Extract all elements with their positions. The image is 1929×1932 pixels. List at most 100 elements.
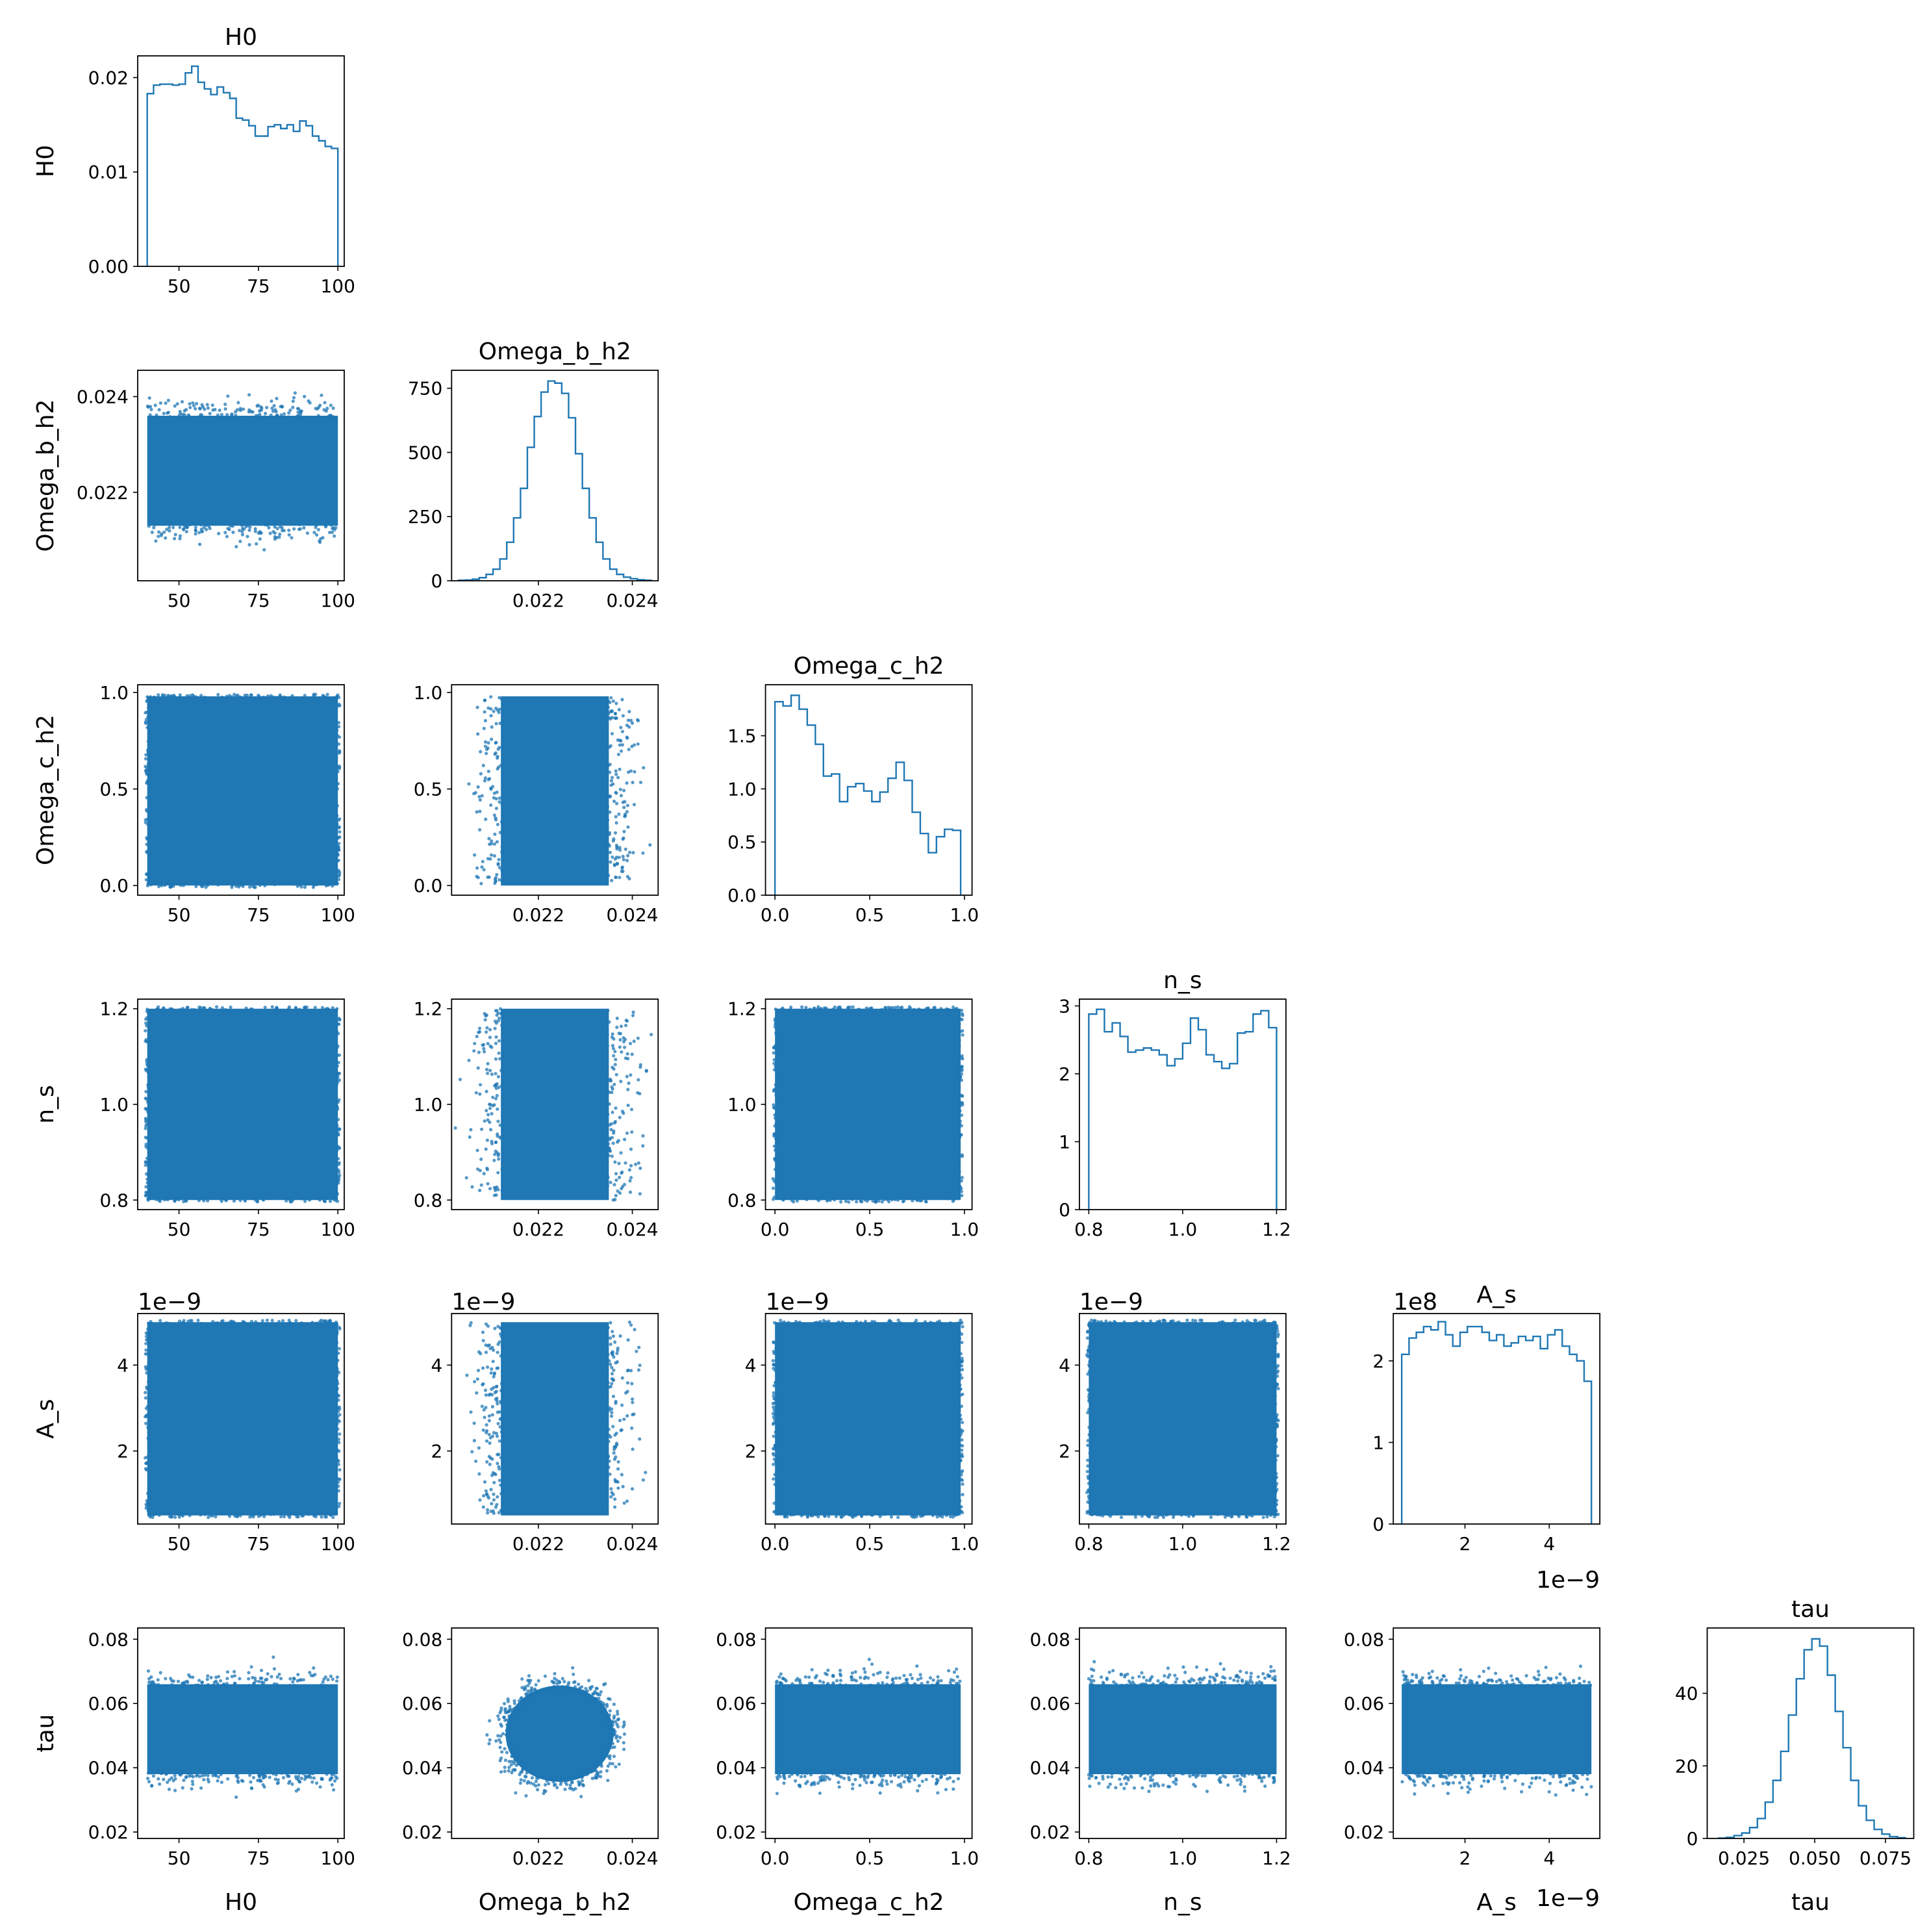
scatter-Omega_c_h2-vs-tau-point bbox=[870, 1662, 874, 1666]
scatter-Omega_b_h2-vs-n_s-point bbox=[607, 1146, 611, 1150]
scatter-Omega_c_h2-vs-A_s-point bbox=[959, 1509, 963, 1513]
scatter-Omega_c_h2-vs-n_s-point bbox=[893, 1006, 897, 1010]
scatter-Omega_c_h2-vs-n_s-point bbox=[900, 1006, 904, 1010]
scatter-H0-vs-Omega_b_h2-point bbox=[194, 529, 198, 533]
scatter-H0-vs-A_s-point bbox=[157, 1513, 161, 1517]
scatter-Omega_b_h2-vs-n_s-point bbox=[458, 1078, 462, 1082]
scatter-A_s-vs-tau-point bbox=[1554, 1675, 1559, 1680]
scatter-Omega_b_h2-vs-n_s-point bbox=[485, 1030, 488, 1034]
scatter-Omega_c_h2-vs-n_s-point bbox=[957, 1022, 961, 1026]
scatter-H0-vs-n_s-point bbox=[336, 1175, 340, 1178]
scatter-H0-vs-A_s-point bbox=[336, 1484, 340, 1488]
scatter-Omega_b_h2-vs-tau-point bbox=[580, 1779, 585, 1783]
scatter-Omega_b_h2-vs-n_s-point bbox=[488, 1106, 492, 1110]
scatter-Omega_b_h2-vs-n_s-point bbox=[610, 1091, 614, 1095]
scatter-Omega_b_h2-vs-tau-point bbox=[578, 1773, 582, 1777]
scatter-H0-vs-Omega_b_h2-point bbox=[210, 403, 214, 407]
scatter-Omega_c_h2-vs-tau-point bbox=[885, 1779, 889, 1783]
scatter-Omega_b_h2-vs-tau-point bbox=[607, 1740, 611, 1744]
scatter-A_s-vs-tau-point bbox=[1412, 1779, 1417, 1784]
scatter-H0-vs-Omega_b_h2-point bbox=[316, 407, 320, 411]
scatter-Omega_c_h2-vs-n_s-point bbox=[774, 1007, 777, 1011]
scatter-Omega_b_h2-vs-A_s-point bbox=[487, 1455, 492, 1458]
scatter-H0-vs-Omega_b_h2-point bbox=[293, 391, 297, 395]
hist-H0-frame bbox=[137, 55, 345, 267]
scatter-Omega_b_h2-vs-tau-point bbox=[512, 1759, 516, 1763]
scatter-Omega_b_h2-vs-tau-point bbox=[516, 1762, 520, 1766]
scatter-A_s-vs-tau-point bbox=[1429, 1675, 1433, 1679]
scatter-Omega_c_h2-vs-A_s-point bbox=[960, 1356, 964, 1360]
scatter-A_s-vs-tau-point bbox=[1564, 1783, 1568, 1787]
scatter-H0-vs-tau-point bbox=[331, 1677, 334, 1681]
scatter-Omega_b_h2-vs-n_s-point bbox=[614, 1106, 618, 1110]
scatter-Omega_b_h2-vs-A_s-point bbox=[605, 1490, 609, 1494]
scatter-H0-vs-Omega_b_h2-point bbox=[145, 404, 149, 409]
scatter-n_s-vs-A_s-point bbox=[1086, 1464, 1090, 1468]
scatter-H0-vs-Omega_c_h2-point bbox=[144, 765, 147, 769]
scatter-H0-vs-Omega_c_h2-ytick-label: 0.0 bbox=[99, 875, 129, 896]
scatter-n_s-vs-tau-point bbox=[1218, 1776, 1222, 1780]
scatter-H0-vs-n_s-point bbox=[181, 1006, 185, 1011]
scatter-n_s-vs-A_s-point bbox=[1096, 1513, 1100, 1517]
scatter-H0-vs-Omega_c_h2-point bbox=[144, 820, 147, 824]
scatter-n_s-vs-tau-point bbox=[1208, 1675, 1212, 1679]
scatter-Omega_b_h2-vs-tau-point bbox=[512, 1768, 517, 1772]
scatter-H0-vs-Omega_c_h2-point bbox=[273, 882, 277, 887]
scatter-Omega_b_h2-vs-Omega_c_h2-point bbox=[483, 698, 487, 702]
scatter-Omega_b_h2-vs-tau-point bbox=[622, 1720, 626, 1724]
scatter-A_s-vs-tau-point bbox=[1558, 1772, 1563, 1775]
scatter-n_s-vs-A_s-point bbox=[1153, 1516, 1157, 1519]
scatter-H0-vs-Omega_b_h2-point bbox=[178, 537, 182, 540]
scatter-Omega_b_h2-vs-tau-point bbox=[496, 1734, 500, 1738]
scatter-A_s-vs-tau-point bbox=[1564, 1681, 1568, 1685]
scatter-Omega_c_h2-vs-n_s-xtick-label: 0.5 bbox=[855, 1219, 885, 1240]
scatter-H0-vs-n_s-point bbox=[144, 1089, 148, 1093]
scatter-A_s-vs-tau-point bbox=[1530, 1684, 1534, 1688]
scatter-H0-vs-Omega_b_h2-point bbox=[238, 529, 242, 533]
scatter-A_s-vs-tau-point bbox=[1438, 1679, 1442, 1683]
scatter-Omega_c_h2-vs-n_s-point bbox=[818, 1008, 822, 1011]
scatter-Omega_c_h2-vs-A_s-point bbox=[931, 1514, 935, 1518]
scatter-H0-vs-tau-point bbox=[170, 1683, 174, 1687]
scatter-Omega_b_h2-vs-Omega_c_h2-point bbox=[480, 865, 484, 869]
scatter-Omega_b_h2-vs-Omega_c_h2-point bbox=[489, 695, 493, 699]
scatter-Omega_b_h2-vs-Omega_c_h2-point bbox=[483, 744, 488, 748]
scatter-Omega_b_h2-vs-A_s-point bbox=[494, 1397, 498, 1401]
scatter-n_s-vs-tau-point bbox=[1194, 1665, 1199, 1669]
scatter-Omega_b_h2-vs-n_s-point bbox=[636, 1036, 640, 1040]
scatter-Omega_b_h2-vs-Omega_c_h2-point bbox=[475, 866, 479, 870]
scatter-Omega_b_h2-vs-Omega_c_h2-point bbox=[500, 879, 504, 883]
scatter-H0-vs-Omega_b_h2-point bbox=[197, 415, 201, 419]
scatter-Omega_b_h2-vs-A_s-point bbox=[611, 1330, 614, 1334]
scatter-H0-vs-Omega_c_h2-point bbox=[147, 801, 151, 806]
hist-tau-step-line bbox=[1717, 1638, 1906, 1839]
scatter-H0-vs-Omega_c_h2-point bbox=[238, 695, 242, 699]
scatter-n_s-vs-A_s-point bbox=[1088, 1364, 1092, 1368]
scatter-Omega_c_h2-vs-A_s-point bbox=[773, 1443, 777, 1447]
scatter-H0-vs-tau-point bbox=[187, 1771, 191, 1775]
scatter-Omega_b_h2-vs-A_s-point bbox=[498, 1467, 501, 1471]
scatter-H0-vs-Omega_c_h2-point bbox=[146, 739, 150, 743]
scatter-Omega_b_h2-vs-tau-point bbox=[603, 1714, 607, 1718]
scatter-H0-vs-Omega_b_h2-point bbox=[217, 531, 221, 536]
scatter-Omega_b_h2-vs-n_s-point bbox=[624, 1161, 627, 1165]
scatter-n_s-vs-tau-point bbox=[1092, 1668, 1096, 1672]
scatter-H0-vs-Omega_b_h2-point bbox=[279, 525, 283, 529]
scatter-Omega_b_h2-vs-tau-point bbox=[622, 1741, 625, 1745]
scatter-H0-vs-n_s-point bbox=[147, 1054, 151, 1058]
scatter-H0-vs-Omega_b_h2-point bbox=[238, 407, 242, 411]
scatter-Omega_b_h2-vs-Omega_c_h2-point bbox=[497, 765, 501, 769]
scatter-Omega_c_h2-vs-tau-point bbox=[931, 1678, 935, 1682]
scatter-Omega_c_h2-vs-n_s-point bbox=[952, 1198, 956, 1202]
scatter-Omega_b_h2-vs-n_s-point bbox=[480, 1127, 484, 1131]
hist-H0-ytick-label: 0.02 bbox=[88, 67, 129, 88]
scatter-H0-vs-tau-point bbox=[259, 1779, 263, 1783]
scatter-Omega_b_h2-vs-n_s-point bbox=[490, 1073, 494, 1076]
hist-Omega_b_h2-ytick-label: 750 bbox=[408, 378, 442, 400]
scatter-n_s-vs-tau-point bbox=[1243, 1772, 1247, 1775]
scatter-Omega_b_h2-vs-tau-point bbox=[585, 1773, 589, 1777]
scatter-Omega_b_h2-vs-Omega_c_h2-point bbox=[479, 882, 483, 885]
scatter-Omega_b_h2-vs-Omega_c_h2-frame bbox=[451, 684, 659, 896]
scatter-Omega_b_h2-vs-n_s-ytick-label: 1.2 bbox=[414, 998, 443, 1020]
scatter-H0-vs-Omega_c_h2-point bbox=[297, 883, 301, 887]
